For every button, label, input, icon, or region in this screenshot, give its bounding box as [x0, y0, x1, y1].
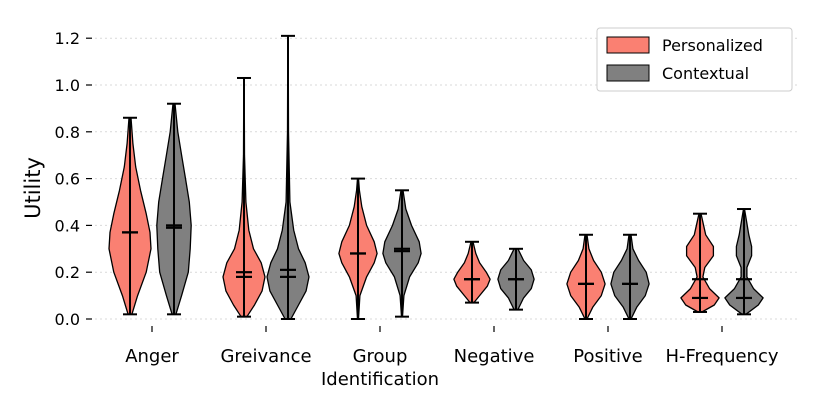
legend-swatch-personalized — [606, 36, 650, 54]
violin-personalized-h-frequency — [680, 212, 720, 313]
legend-swatch-contextual — [606, 64, 650, 82]
y-tick-label: 0.8 — [55, 123, 80, 142]
violin-personalized-anger — [108, 116, 152, 316]
violins — [108, 34, 764, 320]
violin-contextual-positive — [610, 233, 650, 320]
x-tick-label-identification: Identification — [321, 369, 439, 390]
x-tick-label-h-frequency: H-Frequency — [665, 346, 778, 367]
y-axis: 0.0 0.2 0.4 0.6 0.8 1.0 1.2 — [55, 29, 92, 329]
y-tick-label: 1.2 — [55, 29, 80, 48]
violin-contextual-h-frequency — [724, 208, 764, 316]
violin-contextual-greivance — [266, 34, 310, 320]
violin-personalized-greivance — [222, 76, 266, 318]
violin-personalized-positive — [566, 233, 606, 320]
x-tick-label-negative: Negative — [454, 346, 535, 367]
violin-personalized-group-identification — [338, 177, 378, 320]
y-tick-label: 1.0 — [55, 76, 80, 95]
y-tick-label: 0.4 — [55, 216, 80, 235]
x-tick-label-group: Group — [353, 346, 408, 367]
legend-label-personalized: Personalized — [662, 36, 763, 55]
y-tick-label: 0.2 — [55, 263, 80, 282]
violin-contextual-negative — [497, 247, 535, 311]
y-tick-label: 0.0 — [55, 310, 80, 329]
violin-personalized-negative — [453, 240, 491, 304]
y-axis-title: Utility — [21, 157, 45, 219]
x-tick-label-anger: Anger — [125, 346, 179, 367]
violin-contextual-anger — [156, 102, 192, 316]
legend: Personalized Contextual — [596, 27, 793, 92]
legend-label-contextual: Contextual — [662, 64, 749, 83]
x-tick-label-greivance: Greivance — [220, 346, 311, 367]
y-tick-label: 0.6 — [55, 170, 80, 189]
violin-contextual-group-identification — [382, 189, 422, 318]
x-tick-label-positive: Positive — [573, 346, 642, 367]
